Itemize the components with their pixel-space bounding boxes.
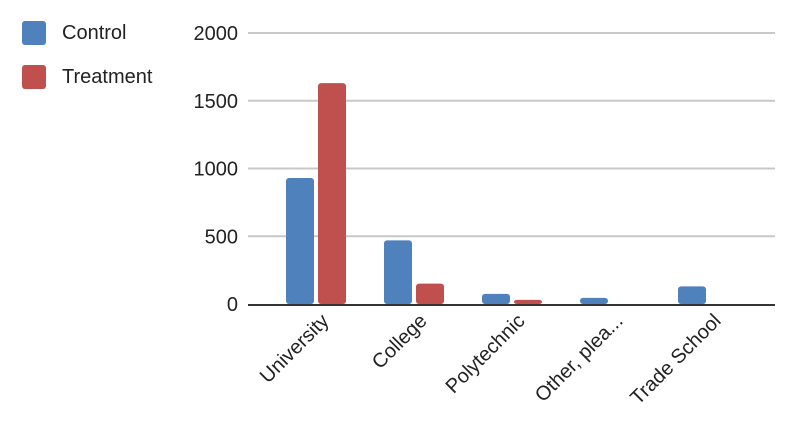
bar-control [286, 177, 314, 304]
bar-control [384, 240, 412, 304]
bar-treatment [514, 299, 542, 304]
y-tick-label: 0 [227, 294, 238, 316]
bar-treatment [416, 283, 444, 304]
y-tick-label: 1000 [194, 159, 239, 181]
x-tick-label: Polytechnic [442, 310, 530, 398]
legend-swatch-control [22, 21, 46, 45]
x-tick-label: College [368, 310, 432, 374]
legend-label-treatment: Treatment [62, 65, 153, 88]
bar-treatment [318, 83, 346, 304]
y-tick-label: 500 [205, 226, 238, 248]
bar-control [580, 297, 608, 304]
x-tick-label: University [256, 310, 334, 388]
y-tick-label: 2000 [194, 23, 239, 45]
bar-control [482, 293, 510, 304]
legend-item-treatment: Treatment [22, 65, 152, 89]
y-tick-label: 1500 [194, 91, 239, 113]
x-tick-label: Other, plea... [531, 310, 628, 407]
bar-control [678, 286, 706, 304]
legend-label-control: Control [62, 21, 127, 44]
x-tick-label: Trade School [626, 310, 725, 409]
legend-item-control: Control [22, 21, 126, 45]
legend-swatch-treatment [22, 65, 46, 89]
